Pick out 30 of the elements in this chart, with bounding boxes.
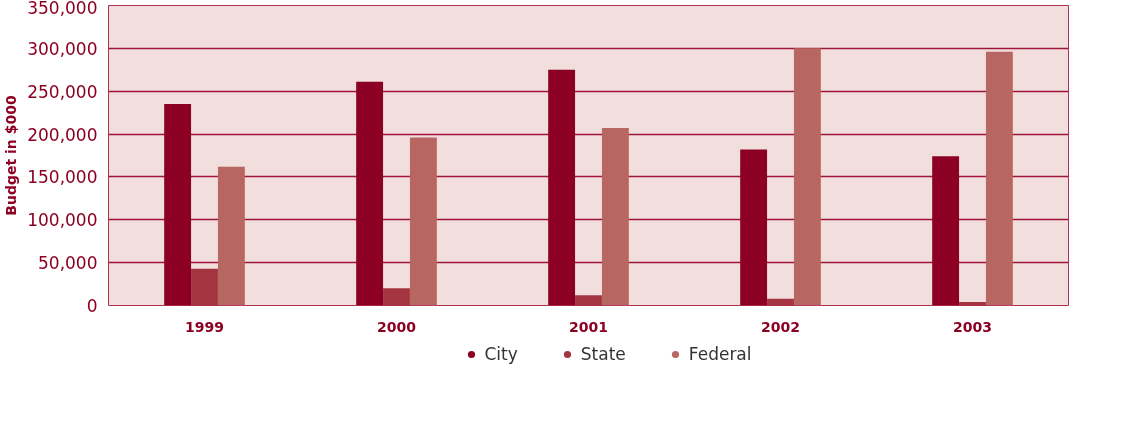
y-tick-label: 0 (86, 296, 98, 316)
y-tick-label: 250,000 (27, 81, 98, 102)
y-tick-label: 350,000 (27, 0, 98, 18)
y-tick-label: 300,000 (27, 38, 98, 59)
x-tick-label: 2001 (569, 318, 608, 335)
x-tick-label: 2003 (953, 318, 992, 335)
y-tick-label: 200,000 (27, 124, 98, 145)
bar (932, 156, 960, 306)
bar (409, 137, 437, 306)
x-tick-label: 2002 (761, 318, 800, 335)
bar (383, 288, 410, 306)
bar (601, 128, 629, 306)
x-tick-label: 2000 (377, 318, 417, 335)
y-tick-label: 100,000 (27, 210, 98, 231)
bar (575, 295, 602, 306)
y-axis-title: Budget in $000 (3, 95, 20, 216)
bar (985, 51, 1013, 306)
bar (548, 69, 576, 306)
bar (217, 166, 245, 306)
bar (164, 104, 192, 306)
legend-label: City (484, 344, 518, 364)
y-tick-label: 50,000 (38, 253, 98, 274)
bar (793, 48, 821, 306)
legend-label: State (580, 344, 626, 364)
y-tick-label: 150,000 (27, 167, 98, 188)
legend-label: Federal (688, 344, 752, 364)
bar (740, 149, 768, 306)
bar (356, 81, 384, 306)
x-tick-label: 1999 (185, 318, 224, 335)
bar (191, 268, 218, 306)
